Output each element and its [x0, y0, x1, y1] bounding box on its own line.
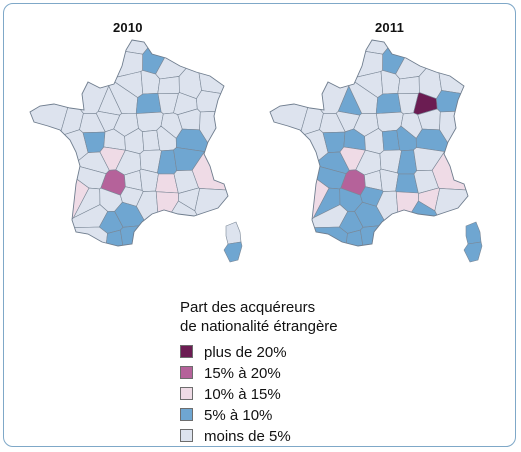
department-58	[270, 226, 348, 246]
department-13	[375, 92, 402, 114]
france-map-2011	[269, 39, 483, 263]
legend: Part des acquéreurs de nationalité étran…	[180, 298, 338, 449]
department-10	[32, 40, 110, 114]
department-corse-sud	[223, 241, 243, 263]
legend-title-line-2: de nationalité étrangère	[180, 318, 338, 335]
france-map-2010	[29, 39, 243, 263]
legend-swatch-10-a-15	[180, 387, 193, 400]
department-25	[199, 108, 228, 159]
legend-label-plus-de-20: plus de 20%	[204, 344, 287, 361]
department-8	[418, 55, 442, 100]
department-7	[397, 76, 420, 94]
legend-item-15-a-20: 15% à 20%	[180, 365, 338, 386]
department-16	[436, 90, 468, 113]
department-60	[360, 224, 431, 246]
department-42	[379, 168, 399, 192]
department-17	[270, 40, 312, 171]
department-25	[439, 108, 468, 159]
legend-item-moins-de-5: moins de 5%	[180, 428, 338, 449]
map-2010-title: 2010	[113, 20, 143, 35]
department-8	[178, 55, 202, 100]
department-58	[30, 226, 108, 246]
department-1	[32, 40, 175, 55]
department-1	[272, 40, 415, 55]
legend-title: Part des acquéreurs de nationalité étran…	[180, 298, 338, 336]
legend-swatch-moins-de-5	[180, 429, 193, 442]
department-59	[339, 229, 372, 246]
legend-label-moins-de-5: moins de 5%	[204, 428, 291, 445]
legend-item-5-a-10: 5% à 10%	[180, 407, 338, 428]
legend-label-10-a-15: 10% à 15%	[204, 386, 281, 403]
department-60	[120, 224, 191, 246]
legend-title-line-1: Part des acquéreurs	[180, 299, 316, 316]
legend-swatch-15-a-20	[180, 366, 193, 379]
department-7	[157, 76, 180, 94]
legend-swatch-plus-de-20	[180, 345, 193, 358]
legend-label-5-a-10: 5% à 10%	[204, 407, 273, 424]
department-corse-sud	[463, 241, 483, 263]
department-16	[196, 90, 228, 113]
france-outline	[29, 39, 229, 247]
department-42	[139, 168, 159, 192]
map-2011-title: 2011	[375, 20, 405, 35]
legend-item-10-a-15: 10% à 15%	[180, 386, 338, 407]
legend-label-15-a-20: 15% à 20%	[204, 365, 281, 382]
department-17	[30, 40, 72, 171]
department-59	[99, 229, 132, 246]
france-outline	[269, 39, 469, 247]
department-corse-nord	[225, 221, 242, 245]
legend-item-plus-de-20: plus de 20%	[180, 344, 338, 365]
department-corse-nord	[465, 221, 482, 245]
legend-swatch-5-a-10	[180, 408, 193, 421]
department-13	[135, 92, 162, 114]
department-10	[272, 40, 350, 114]
